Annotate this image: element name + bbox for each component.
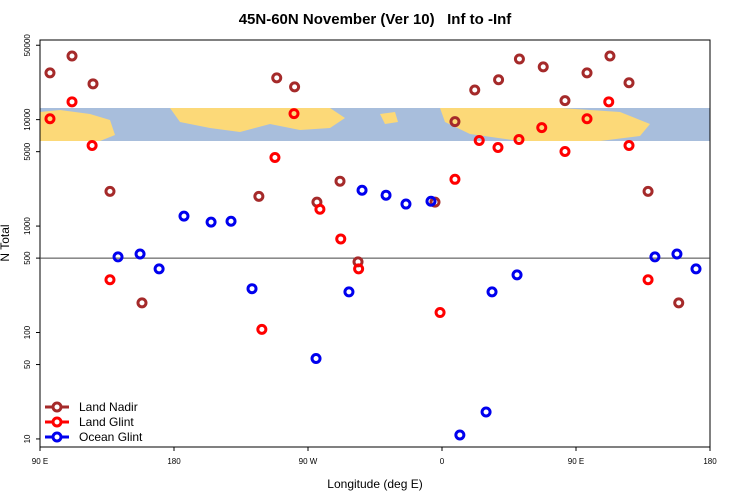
point (380, 189, 392, 201)
y-tick-label: 100 (23, 325, 32, 339)
point (87, 78, 99, 90)
point (400, 198, 412, 210)
point (492, 142, 504, 154)
point (486, 286, 498, 298)
point (642, 274, 654, 286)
point (473, 134, 485, 146)
y-tick-label: 10000 (23, 108, 32, 131)
point (44, 67, 56, 79)
y-tick-label: 50 (23, 360, 32, 369)
point (623, 140, 635, 152)
point (425, 195, 437, 207)
point (673, 297, 685, 309)
point (289, 81, 301, 93)
x-axis-label: Longitude (deg E) (327, 477, 422, 491)
point (642, 185, 654, 197)
point (178, 210, 190, 222)
point (480, 406, 492, 418)
point (649, 251, 661, 263)
legend-marker (51, 416, 63, 428)
point (581, 113, 593, 125)
point (153, 263, 165, 275)
point (603, 96, 615, 108)
point (112, 251, 124, 263)
point (671, 248, 683, 260)
point (511, 269, 523, 281)
point (310, 352, 322, 364)
x-tick-label: 90 E (568, 457, 584, 466)
point (343, 286, 355, 298)
legend-marker (51, 431, 63, 443)
point (690, 263, 702, 275)
point (136, 297, 148, 309)
legend-label: Ocean Glint (79, 430, 143, 444)
point (513, 53, 525, 65)
point (66, 50, 78, 62)
x-tick-label: 0 (440, 457, 445, 466)
y-axis-label: N Total (0, 224, 12, 261)
y-tick-label: 5000 (23, 142, 32, 160)
x-tick-label: 180 (167, 457, 181, 466)
point (536, 122, 548, 134)
point (454, 429, 466, 441)
map-band (40, 108, 710, 141)
point (559, 95, 571, 107)
point (559, 145, 571, 157)
point (469, 84, 481, 96)
x-tick-label: 90 W (299, 457, 318, 466)
y-tick-label: 50000 (23, 34, 32, 57)
point (356, 184, 368, 196)
point (104, 185, 116, 197)
point (225, 215, 237, 227)
point (493, 74, 505, 86)
point (581, 67, 593, 79)
point (334, 175, 346, 187)
legend-marker (51, 401, 63, 413)
point (335, 233, 347, 245)
point (205, 216, 217, 228)
y-tick-label: 1000 (23, 217, 32, 235)
point (288, 108, 300, 120)
y-tick-label: 500 (23, 251, 32, 265)
point (604, 50, 616, 62)
point (134, 248, 146, 260)
point (253, 190, 265, 202)
point (256, 323, 268, 335)
y-tick-label: 10 (23, 434, 32, 443)
point (314, 203, 326, 215)
legend-label: Land Glint (79, 415, 134, 429)
chart-title: 45N-60N November (Ver 10) Inf to -Inf (239, 11, 513, 28)
point (44, 113, 56, 125)
point (449, 116, 461, 128)
legend-label: Land Nadir (79, 400, 138, 414)
point (271, 72, 283, 84)
x-tick-label: 180 (703, 457, 717, 466)
point (513, 134, 525, 146)
point (66, 96, 78, 108)
plot-frame (39, 39, 711, 448)
point (623, 77, 635, 89)
point (104, 274, 116, 286)
point (353, 263, 365, 275)
point (537, 61, 549, 73)
point (269, 151, 281, 163)
point (246, 283, 258, 295)
point (86, 140, 98, 152)
x-tick-label: 90 E (32, 457, 48, 466)
point (434, 307, 446, 319)
point (449, 173, 461, 185)
